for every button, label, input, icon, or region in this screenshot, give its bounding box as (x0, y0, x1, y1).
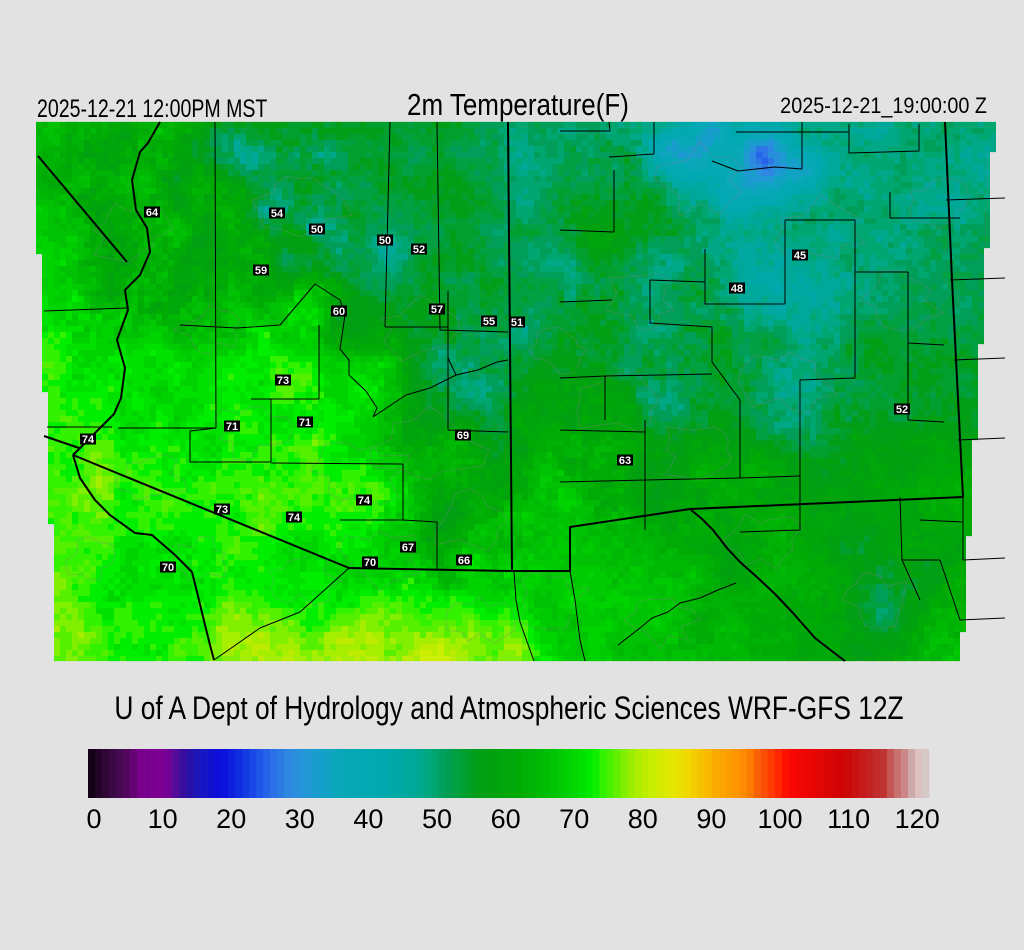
svg-text:60: 60 (491, 804, 521, 834)
svg-text:66: 66 (458, 555, 470, 567)
svg-text:73: 73 (277, 375, 289, 387)
svg-text:80: 80 (628, 804, 658, 834)
svg-text:52: 52 (413, 244, 425, 256)
svg-text:71: 71 (226, 421, 238, 433)
svg-text:U of A Dept of Hydrology and A: U of A Dept of Hydrology and Atmospheric… (114, 691, 903, 727)
svg-text:71: 71 (299, 417, 311, 429)
svg-text:30: 30 (285, 804, 315, 834)
svg-text:73: 73 (216, 504, 228, 516)
svg-text:10: 10 (148, 804, 178, 834)
svg-text:20: 20 (216, 804, 246, 834)
svg-text:74: 74 (358, 495, 371, 507)
svg-text:100: 100 (757, 804, 802, 834)
svg-text:40: 40 (353, 804, 383, 834)
svg-text:2m Temperature(F): 2m Temperature(F) (407, 87, 629, 121)
svg-text:70: 70 (559, 804, 589, 834)
svg-text:0: 0 (86, 804, 101, 834)
svg-text:70: 70 (162, 562, 174, 574)
svg-text:50: 50 (311, 224, 323, 236)
svg-text:70: 70 (364, 557, 376, 569)
svg-text:74: 74 (288, 512, 301, 524)
svg-text:69: 69 (457, 430, 469, 442)
svg-text:63: 63 (619, 455, 631, 467)
svg-text:52: 52 (896, 404, 908, 416)
svg-text:51: 51 (511, 317, 523, 329)
svg-text:50: 50 (379, 235, 391, 247)
svg-text:110: 110 (827, 804, 870, 834)
svg-text:48: 48 (731, 283, 743, 295)
svg-text:55: 55 (483, 316, 495, 328)
svg-text:64: 64 (146, 207, 159, 219)
svg-text:50: 50 (422, 804, 452, 834)
svg-text:57: 57 (431, 304, 443, 316)
svg-text:74: 74 (82, 434, 95, 446)
svg-text:59: 59 (255, 265, 267, 277)
svg-text:90: 90 (696, 804, 726, 834)
svg-text:2025-12-21_19:00:00 Z: 2025-12-21_19:00:00 Z (780, 94, 987, 118)
svg-text:54: 54 (271, 208, 284, 220)
svg-text:60: 60 (333, 306, 345, 318)
svg-text:2025-12-21 12:00PM MST: 2025-12-21 12:00PM MST (37, 95, 268, 123)
svg-text:67: 67 (402, 542, 414, 554)
svg-text:120: 120 (895, 804, 940, 834)
svg-text:45: 45 (794, 250, 806, 262)
